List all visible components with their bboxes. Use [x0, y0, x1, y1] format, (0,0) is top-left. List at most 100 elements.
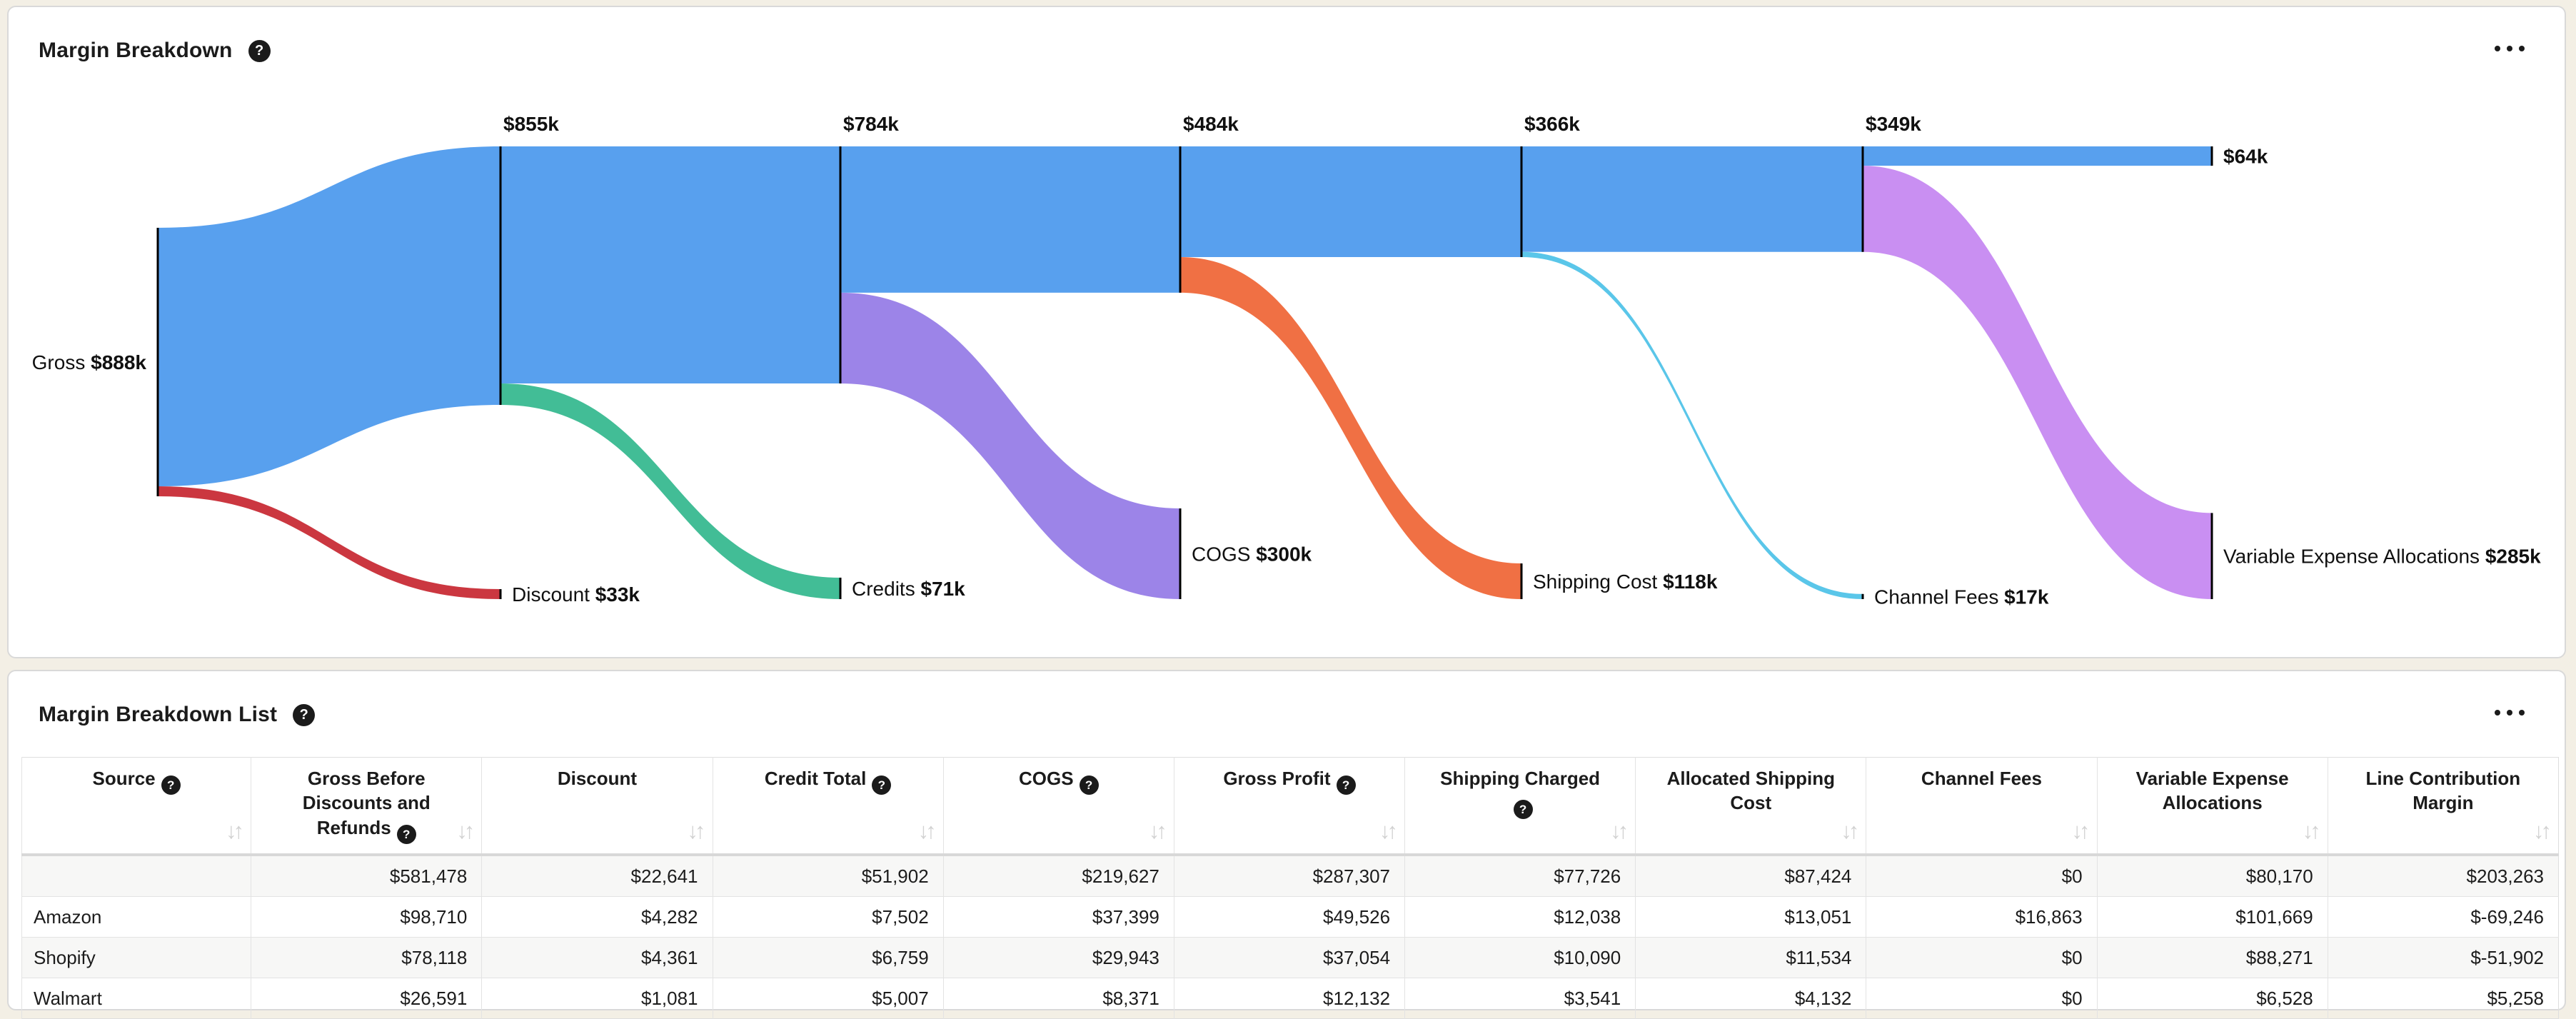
cell-cogs: $29,943: [942, 937, 1174, 978]
margin-breakdown-list-card: Margin Breakdown List ? Source? ↓↑ Gross B…: [7, 670, 2566, 1019]
cell-line-contribution-margin: $5,258: [2327, 978, 2559, 1019]
help-icon[interactable]: ?: [161, 775, 181, 795]
column-header-shipping-charged[interactable]: Shipping Charged? ↓↑: [1404, 757, 1636, 856]
cell-gross-profit: $49,526: [1173, 896, 1405, 938]
margin-breakdown-list-title: Margin Breakdown List: [39, 703, 278, 726]
cell-credit-total: $5,007: [712, 978, 944, 1019]
cell-gross-before-discounts-and-refunds: $78,118: [251, 937, 482, 978]
cell-cogs: $219,627: [942, 854, 1174, 897]
source-cell: Shopify: [21, 937, 251, 978]
cell-line-contribution-margin: $-51,902: [2327, 937, 2559, 978]
cell-credit-total: $6,759: [712, 937, 944, 978]
sort-icon[interactable]: ↓↑: [2302, 818, 2321, 844]
cell-allocated-shipping-cost: $11,534: [1635, 937, 1866, 978]
cell-line-contribution-margin: $-69,246: [2327, 896, 2559, 938]
cell-variable-expense-allocations: $80,170: [2096, 854, 2328, 897]
column-header-cogs[interactable]: COGS? ↓↑: [942, 757, 1174, 856]
cell-channel-fees: $16,863: [1866, 896, 2098, 938]
sankey-chart[interactable]: Gross $888k $855k $784k $484k $366k $349k $64k…: [9, 7, 2565, 657]
help-icon[interactable]: ?: [1336, 775, 1356, 795]
margin-breakdown-title: Margin Breakdown: [39, 39, 233, 62]
table-row-totals: $581,478 $22,641 $51,902 $219,627 $287,307 $7…: [21, 854, 2559, 897]
column-header-channel-fees[interactable]: Channel Fees ↓↑: [1866, 757, 2098, 856]
column-header-label: Shipping Charged?: [1412, 766, 1628, 820]
sankey-flow-main-1[interactable]: [500, 146, 840, 383]
cell-channel-fees: $0: [1866, 937, 2098, 978]
table-row-walmart: Walmart $26,591 $1,081 $5,007 $8,371 $12,132 $…: [21, 978, 2559, 1019]
help-icon[interactable]: ?: [293, 703, 316, 726]
ellipsis-menu-icon[interactable]: [2489, 704, 2530, 721]
sort-icon[interactable]: ↓↑: [917, 818, 937, 844]
cell-credit-total: $7,502: [712, 896, 944, 938]
help-icon[interactable]: ?: [396, 824, 416, 844]
sankey-flow-main-3[interactable]: [1180, 146, 1521, 257]
margin-breakdown-list-card-header: Margin Breakdown List ?: [39, 703, 2535, 727]
sankey-flow-main-2[interactable]: [840, 146, 1180, 293]
sankey-label-discount: Discount $33k: [512, 583, 640, 606]
sankey-flow-discount[interactable]: [158, 486, 500, 599]
help-icon[interactable]: ?: [248, 39, 271, 62]
sort-icon[interactable]: ↓↑: [2533, 818, 2552, 844]
column-header-gross-before-discounts-and-refunds[interactable]: Gross Before Discounts and Refunds? ↓↑: [251, 757, 482, 856]
cell-variable-expense-allocations: $101,669: [2096, 896, 2328, 938]
sort-icon[interactable]: ↓↑: [687, 818, 706, 844]
sankey-flow-channel-fees[interactable]: [1521, 251, 1863, 599]
sankey-flow-cogs[interactable]: [840, 292, 1180, 599]
sankey-flow-credits[interactable]: [500, 383, 840, 599]
sankey-label-gross: Gross $888k: [32, 351, 147, 373]
sankey-flow-main-4[interactable]: [1521, 146, 1863, 252]
table-row-amazon: Amazon $98,710 $4,282 $7,502 $37,399 $49,526 $…: [21, 896, 2559, 938]
sankey-flow-shipping-cost[interactable]: [1180, 256, 1521, 599]
cell-variable-expense-allocations: $6,528: [2096, 978, 2328, 1019]
cell-allocated-shipping-cost: $4,132: [1635, 978, 1866, 1019]
sankey-label-cogs: COGS $300k: [1192, 543, 1312, 565]
sort-icon[interactable]: ↓↑: [2071, 818, 2091, 844]
column-header-discount[interactable]: Discount ↓↑: [481, 757, 713, 856]
cell-gross-profit: $287,307: [1173, 854, 1405, 897]
table-container: Source? ↓↑ Gross Before Discounts and Refu…: [21, 757, 2559, 1019]
sort-icon[interactable]: ↓↑: [1610, 818, 1629, 844]
cell-allocated-shipping-cost: $13,051: [1635, 896, 1866, 938]
cell-gross-before-discounts-and-refunds: $98,710: [251, 896, 482, 938]
ellipsis-menu-icon[interactable]: [2489, 40, 2530, 57]
margin-breakdown-card-header: Margin Breakdown ?: [39, 39, 2535, 63]
source-cell: [21, 854, 251, 897]
column-header-credit-total[interactable]: Credit Total? ↓↑: [712, 757, 944, 856]
sankey-label-variable-expense-allocations: Variable Expense Allocations $285k: [2223, 546, 2541, 568]
table-header-row: Source? ↓↑ Gross Before Discounts and Refu…: [21, 757, 2559, 856]
help-icon[interactable]: ?: [1079, 775, 1099, 795]
help-icon[interactable]: ?: [872, 775, 892, 795]
sankey-stage-label-4: $349k: [1866, 113, 1921, 135]
column-header-label: Credit Total?: [720, 766, 936, 795]
sankey-flow-main-0[interactable]: [158, 146, 500, 487]
column-header-label: Variable Expense Allocations: [2135, 768, 2289, 814]
sort-icon[interactable]: ↓↑: [456, 818, 475, 844]
sort-icon[interactable]: ↓↑: [1379, 818, 1398, 844]
help-icon[interactable]: ?: [1513, 800, 1533, 820]
sankey-stage-label-5: $64k: [2223, 146, 2268, 168]
column-header-variable-expense-allocations[interactable]: Variable Expense Allocations ↓↑: [2096, 757, 2328, 856]
column-header-allocated-shipping-cost[interactable]: Allocated Shipping Cost ↓↑: [1635, 757, 1866, 856]
cell-gross-before-discounts-and-refunds: $26,591: [251, 978, 482, 1019]
sankey-flow-variable-expense-allocations[interactable]: [1863, 166, 2212, 599]
sort-icon[interactable]: ↓↑: [226, 818, 244, 844]
column-header-line-contribution-margin[interactable]: Line Contribution Margin ↓↑: [2327, 757, 2559, 856]
cell-discount: $1,081: [481, 978, 713, 1019]
cell-shipping-charged: $77,726: [1404, 854, 1636, 897]
sort-icon[interactable]: ↓↑: [1148, 818, 1167, 844]
sankey-flow-main-5[interactable]: [1863, 146, 2212, 166]
cell-gross-profit: $12,132: [1173, 978, 1405, 1019]
cell-channel-fees: $0: [1866, 854, 2098, 897]
column-header-label: Gross Profit?: [1182, 766, 1397, 795]
margin-breakdown-table: Source? ↓↑ Gross Before Discounts and Refu…: [21, 757, 2559, 1019]
cell-discount: $4,282: [481, 896, 713, 938]
column-header-label: Source?: [29, 766, 243, 795]
column-header-gross-profit[interactable]: Gross Profit? ↓↑: [1173, 757, 1405, 856]
cell-shipping-charged: $12,038: [1404, 896, 1636, 938]
sort-icon[interactable]: ↓↑: [1841, 818, 1859, 844]
cell-gross-profit: $37,054: [1173, 937, 1405, 978]
margin-breakdown-card: Margin Breakdown ? Gross $888k $855k $784k…: [7, 6, 2566, 658]
column-header-source[interactable]: Source? ↓↑: [21, 757, 251, 856]
source-cell: Amazon: [21, 896, 251, 938]
cell-discount: $4,361: [481, 937, 713, 978]
